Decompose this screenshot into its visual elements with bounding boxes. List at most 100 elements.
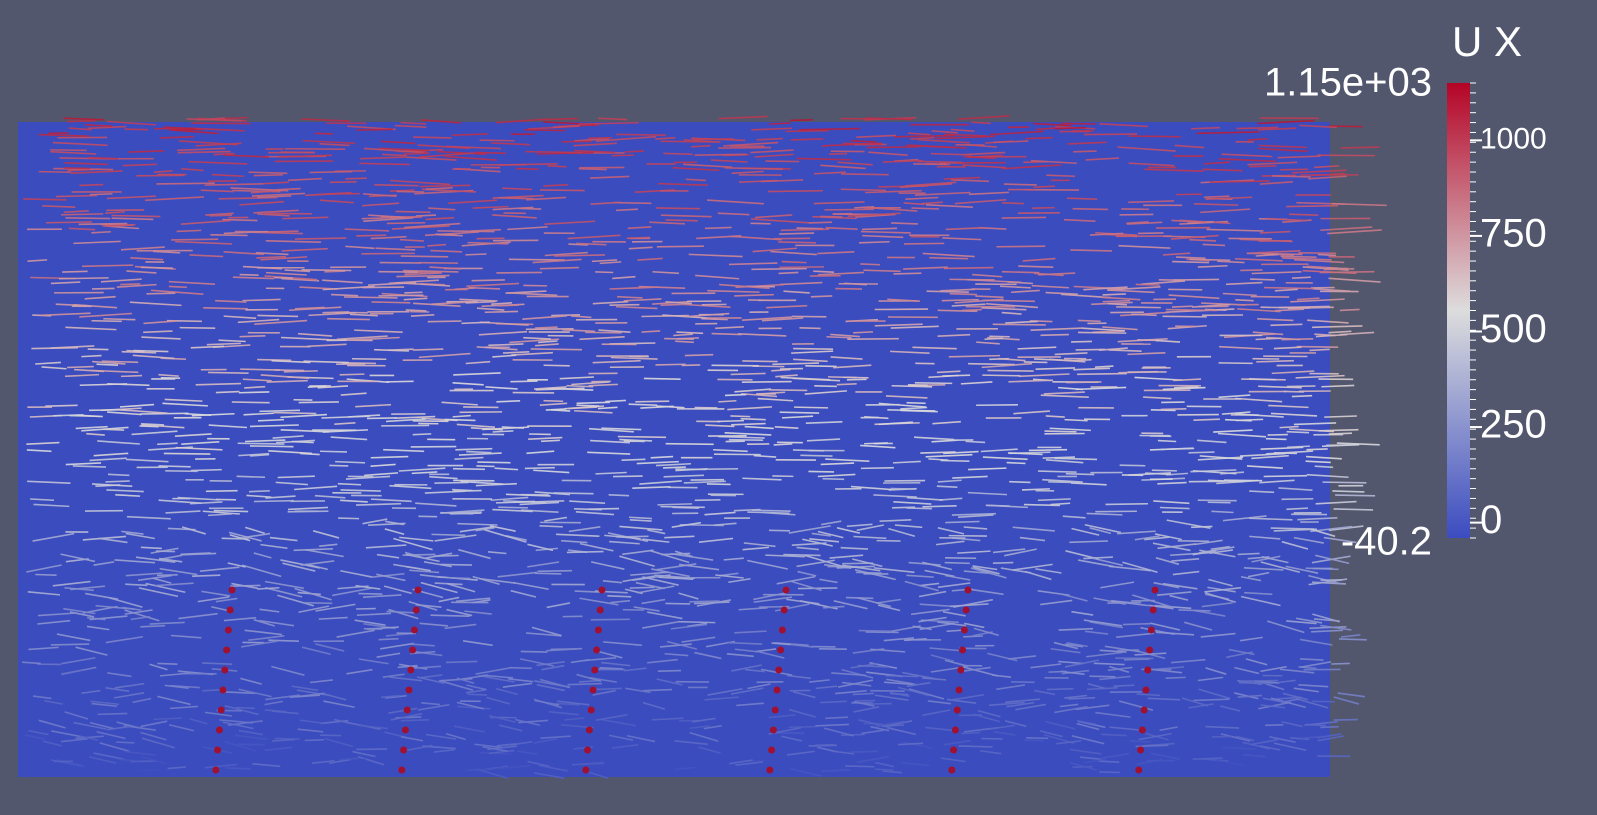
glyph [684,353,714,357]
glyph [780,228,830,232]
glyph [1200,632,1236,638]
glyph [89,457,127,462]
glyph [535,326,558,329]
glyph [524,128,566,132]
glyph [917,138,970,144]
glyph [329,181,357,184]
glyph [213,509,249,513]
glyph [569,500,606,504]
glyph [171,238,219,241]
glyph [1306,448,1328,451]
glyph [782,415,814,419]
glyph [1217,260,1245,264]
glyph [120,246,165,251]
glyph [804,390,848,395]
glyph [751,127,793,131]
glyph [271,359,311,364]
glyph [23,198,67,201]
glyph [315,603,356,612]
glyph [791,350,834,354]
glyph [681,636,716,643]
glyph [102,428,125,431]
glyph [385,418,426,423]
glyph [601,718,636,727]
glyph [655,207,701,210]
glyph [619,555,655,567]
glyph [242,298,281,302]
glyph [296,689,330,697]
glyph [611,154,634,157]
glyph [790,138,824,141]
glyph [91,230,111,234]
probe-point [221,666,229,674]
glyph [444,418,476,422]
probe-point [591,666,599,674]
glyph [299,719,325,725]
glyph [1250,295,1290,298]
glyph [248,171,288,175]
glyph [1086,686,1118,691]
glyph [840,546,869,550]
glyph [363,217,414,222]
glyph [525,150,583,154]
glyph [663,152,693,156]
glyph [396,190,425,193]
glyph [1218,394,1251,399]
glyph [1132,594,1172,608]
glyph [559,376,594,380]
glyph [1262,697,1282,703]
glyph [1004,548,1037,557]
glyph [1197,499,1237,502]
glyph [257,195,292,199]
glyph [318,616,348,620]
probe-point [398,766,406,774]
glyph [793,358,828,363]
probe-point [777,646,785,654]
glyph [1249,165,1277,168]
glyph [1274,308,1305,312]
glyph [340,489,381,492]
glyph [27,480,71,484]
glyph [1324,415,1357,418]
glyph [958,514,994,519]
glyph [305,548,344,558]
glyph [92,360,126,365]
glyph [1197,264,1228,268]
glyph [1100,581,1135,589]
glyph [855,571,882,575]
glyph [482,746,508,752]
glyph [944,133,988,137]
glyph [1012,563,1053,571]
glyph [1040,599,1073,606]
glyph [1044,720,1076,730]
glyph [992,548,1026,554]
glyph [846,523,873,528]
glyph [413,302,461,307]
glyph [1260,704,1286,709]
glyph [1317,735,1344,742]
glyph [1257,127,1297,131]
glyph [639,480,682,485]
glyph [817,473,856,478]
glyph [1293,258,1345,264]
glyph [1136,758,1163,766]
glyph [1209,180,1270,184]
glyph [937,333,971,337]
glyph [165,470,198,473]
glyph [628,403,658,407]
glyph [58,277,109,280]
glyph [340,499,368,503]
glyph [87,616,106,621]
glyph [394,415,436,420]
glyph [584,657,617,662]
glyph [694,651,722,660]
glyph [415,502,457,507]
glyph [26,564,62,573]
glyph [165,510,201,514]
glyph [294,237,347,240]
glyph [1086,651,1123,658]
glyph [598,329,631,333]
glyph [68,227,96,231]
glyph [174,433,212,437]
